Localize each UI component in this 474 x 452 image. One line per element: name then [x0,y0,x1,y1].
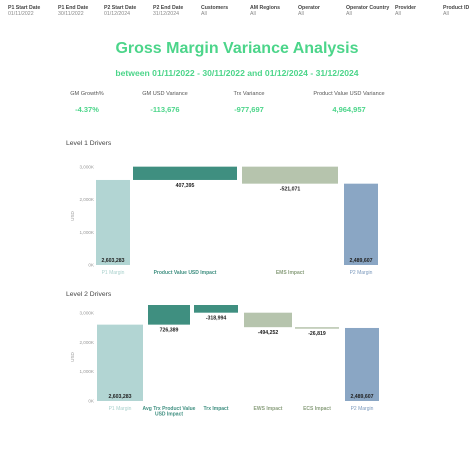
bar-p1-margin[interactable] [97,324,143,401]
bar-ecs-impact[interactable] [295,327,339,329]
filter-value[interactable]: All [201,11,207,17]
data-label: -521,071 [280,187,301,193]
kpi-label: Trx Variance [233,91,265,97]
bar-product-value-usd-impact[interactable] [133,166,237,180]
kpi-gm-growth: GM Growth% -4.37% [32,91,142,114]
filter-label: AM Regions [250,5,280,11]
bar-ews-impact[interactable] [244,312,292,328]
y-tick-label: 3,000K [79,165,94,170]
data-label: 2,489,607 [349,258,372,264]
level1-heading: Level 1 Drivers [66,140,112,147]
kpi-value: 4,964,957 [332,105,366,114]
y-tick-label: 2,000K [79,197,94,202]
filter-label: P1 Start Date [8,5,41,11]
filter-p1-start-date[interactable]: P1 Start Date 01/11/2022 [8,5,40,17]
bar-p2-margin[interactable] [345,327,379,401]
data-label: 2,603,283 [108,394,131,400]
bar-p1-margin[interactable] [96,179,130,265]
filter-p2-start-date[interactable]: P2 Start Date 01/12/2024 [104,5,136,17]
filter-operator-country[interactable]: Operator Country All [346,5,389,17]
filter-label: P2 Start Date [104,5,137,11]
category-label: EMS Impact [276,270,305,276]
filter-provider[interactable]: Provider All [395,5,416,17]
data-label: 2,489,607 [350,394,373,400]
category-label: P2 Margin [351,406,374,412]
data-label: 726,389 [160,328,179,334]
category-label: EWS Impact [254,406,283,412]
data-label: -318,994 [206,316,227,322]
filter-value[interactable]: 30/11/2022 [58,11,84,17]
bar-ems-impact[interactable] [242,166,338,184]
y-axis-label: USD [70,210,75,220]
y-axis-label: USD [70,351,75,361]
filter-label: Operator Country [346,5,390,11]
category-label: P2 Margin [350,270,373,276]
data-label: -494,252 [258,330,279,336]
filter-value[interactable]: All [443,11,449,17]
y-tick-label: 1,000K [79,369,94,374]
data-label: 407,395 [176,183,195,189]
data-label: 2,603,283 [101,258,124,264]
category-label: Trx Impact [203,406,228,412]
filter-label: P2 End Date [153,5,184,11]
y-tick-label: 0K [88,263,95,268]
level1-waterfall-chart: 0K 1,000K 2,000K 3,000K USD 2,603,283 P1 Margi… [70,165,378,276]
kpi-label: GM Growth% [70,91,104,97]
filter-operator[interactable]: Operator All [298,5,320,17]
y-tick-label: 0K [88,399,95,404]
kpi-label: GM USD Variance [142,91,188,97]
page-subtitle: between 01/11/2022 - 30/11/2022 and 01/1… [115,68,359,78]
bar-avg-trx-product-value-usd-impact[interactable] [148,305,190,325]
filter-value[interactable]: 01/12/2024 [104,11,130,17]
filter-bar: P1 Start Date 01/11/2022 P1 End Date 30/11/… [8,5,469,21]
filter-value[interactable]: All [298,11,304,17]
filter-value[interactable]: All [395,11,401,17]
data-label: -26,819 [308,331,326,337]
kpi-value: -113,676 [150,105,180,114]
y-tick-label: 2,000K [79,340,94,345]
filter-value[interactable]: All [346,11,352,17]
kpi-gm-usd-variance: GM USD Variance -113,676 [110,91,220,114]
filter-p1-end-date[interactable]: P1 End Date 30/11/2022 [58,5,88,17]
filter-label: P1 End Date [58,5,89,11]
filter-label: Provider [395,5,417,11]
bar-trx-impact[interactable] [194,305,238,313]
kpi-product-value-variance: Product Value USD Variance 4,964,957 [294,91,404,114]
kpi-value: -4.37% [75,105,99,114]
filter-value[interactable]: 31/12/2024 [153,11,179,17]
category-label: USD Impact [155,412,183,418]
level2-waterfall-chart: 0K 1,000K 2,000K 3,000K USD 2,603,283 P1 Margi… [70,305,379,418]
kpi-trx-variance: Trx Variance -977,697 [194,91,304,114]
category-label: Product Value USD Impact [154,270,217,276]
filter-label: Operator [298,5,320,11]
filter-customers[interactable]: Customers All [201,5,228,17]
category-label: P1 Margin [109,406,132,412]
filter-value[interactable]: All [250,11,256,17]
filter-am-regions[interactable]: AM Regions All [250,5,280,17]
y-tick-label: 1,000K [79,230,94,235]
filter-product-id[interactable]: Product ID All [443,5,469,17]
y-tick-label: 3,000K [79,311,94,316]
filter-label: Product ID [443,5,470,11]
page-title: Gross Margin Variance Analysis [115,40,359,57]
category-label: Avg Trx Product Value [143,406,196,412]
category-label: ECS Impact [303,406,331,412]
bar-p2-margin[interactable] [344,183,378,265]
filter-p2-end-date[interactable]: P2 End Date 31/12/2024 [153,5,183,17]
kpi-label: Product Value USD Variance [313,91,385,97]
filter-label: Customers [201,5,229,11]
category-label: P1 Margin [102,270,125,276]
level2-heading: Level 2 Drivers [66,291,112,298]
filter-value[interactable]: 01/11/2022 [8,11,34,17]
kpi-value: -977,697 [234,105,264,114]
